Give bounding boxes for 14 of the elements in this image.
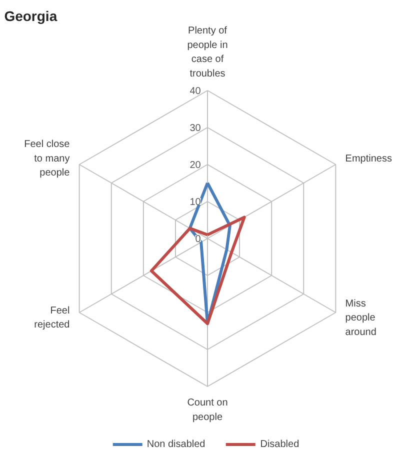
y-tick-label: 0 xyxy=(195,234,202,245)
spoke-label: Feel rejected xyxy=(34,305,70,331)
legend-label: Disabled xyxy=(260,438,300,450)
spoke-label: Miss people around xyxy=(345,298,376,338)
y-tick-label: 40 xyxy=(190,86,202,97)
spoke-label: Count on people xyxy=(187,398,228,423)
spoke-label: Emptiness xyxy=(345,153,392,164)
legend-label: Non disabled xyxy=(146,438,206,450)
chart-title: Georgia xyxy=(4,8,58,24)
spoke-label: Plenty of people in case of troubles xyxy=(187,26,228,80)
y-tick-label: 20 xyxy=(190,160,202,171)
y-tick-label: 10 xyxy=(190,197,202,208)
spoke-label: Feel close to many people xyxy=(24,139,70,179)
y-tick-label: 30 xyxy=(190,123,202,134)
